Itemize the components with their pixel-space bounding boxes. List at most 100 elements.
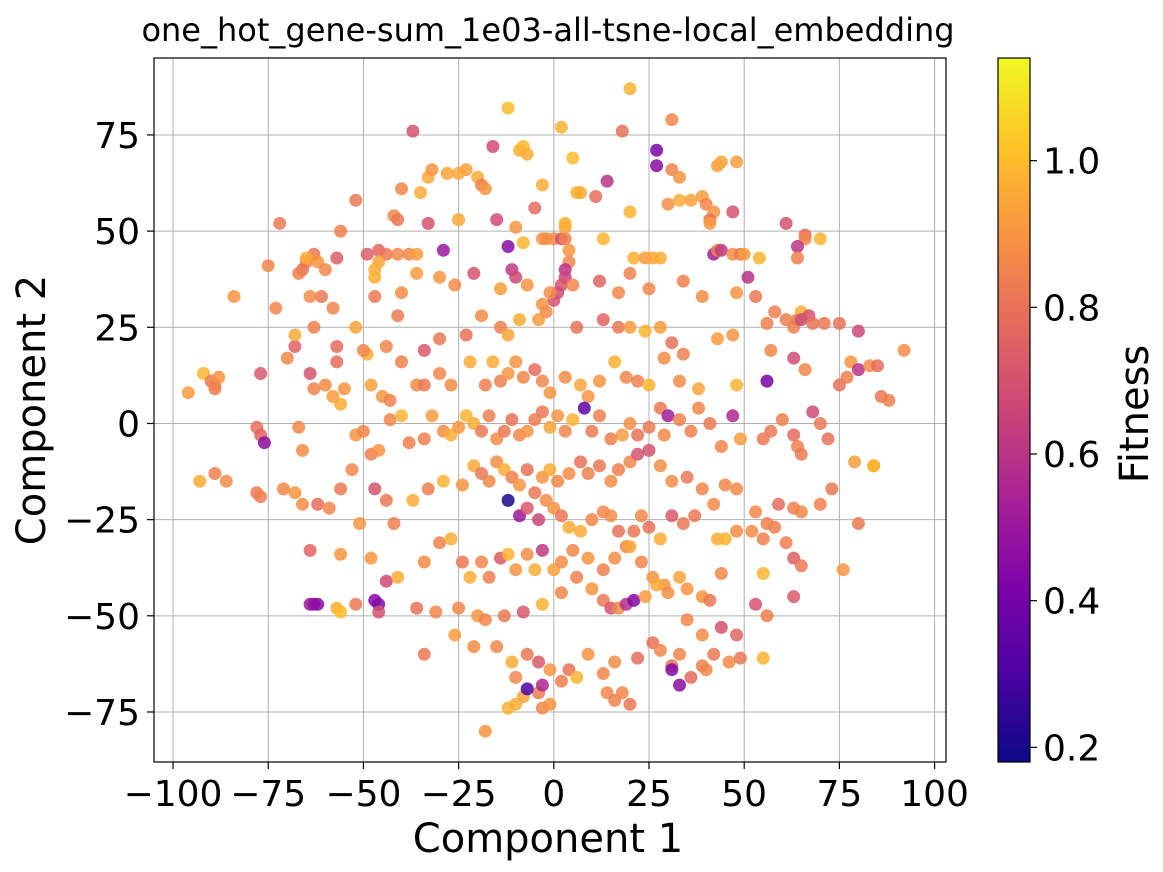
data-point xyxy=(623,697,637,711)
data-point xyxy=(825,482,839,496)
data-point xyxy=(714,155,728,169)
data-point xyxy=(490,213,504,227)
data-point xyxy=(623,82,637,96)
data-point xyxy=(779,313,793,327)
data-point xyxy=(303,543,317,557)
data-point xyxy=(269,301,283,315)
data-point xyxy=(673,647,686,661)
data-point xyxy=(535,178,549,192)
data-point xyxy=(448,278,462,292)
data-point xyxy=(417,432,431,446)
data-point xyxy=(726,205,740,219)
data-point xyxy=(650,578,664,592)
data-point xyxy=(623,417,637,430)
data-point xyxy=(558,424,572,438)
data-point xyxy=(448,628,462,642)
data-point xyxy=(714,567,728,580)
data-point xyxy=(779,536,793,550)
data-point xyxy=(821,432,835,446)
data-point xyxy=(642,520,656,534)
data-point xyxy=(296,497,309,511)
data-point xyxy=(501,328,515,342)
data-point xyxy=(509,670,523,684)
data-point xyxy=(657,351,671,365)
data-point xyxy=(817,316,831,330)
data-point xyxy=(406,493,420,507)
data-point xyxy=(871,359,884,373)
data-point xyxy=(528,563,542,577)
data-point xyxy=(794,447,808,461)
data-point xyxy=(726,409,740,423)
data-point xyxy=(334,397,348,411)
colorbar-tick-label: 0.8 xyxy=(1043,288,1100,329)
data-point xyxy=(631,374,645,388)
data-point xyxy=(730,482,744,496)
data-point xyxy=(593,409,606,423)
data-point xyxy=(596,232,610,246)
colorbar-tick-label: 1.0 xyxy=(1043,142,1100,183)
data-point xyxy=(806,405,820,419)
data-point xyxy=(391,309,405,323)
data-point xyxy=(756,567,770,580)
x-tick-label: −75 xyxy=(230,774,306,815)
data-point xyxy=(714,243,728,257)
data-point xyxy=(707,497,721,511)
data-point xyxy=(433,270,447,284)
data-point xyxy=(387,517,401,530)
data-point xyxy=(520,647,534,661)
data-point xyxy=(566,278,580,292)
data-point xyxy=(475,309,488,323)
data-point xyxy=(516,605,530,619)
data-point xyxy=(608,355,622,369)
data-point xyxy=(851,517,865,530)
data-point xyxy=(703,216,717,230)
data-point xyxy=(459,328,473,342)
data-point xyxy=(257,436,271,450)
data-point xyxy=(851,363,865,377)
data-point xyxy=(379,340,393,353)
data-point xyxy=(634,509,648,523)
data-point xyxy=(585,582,599,596)
data-point xyxy=(497,609,511,623)
data-point xyxy=(730,628,744,642)
data-point xyxy=(794,505,808,519)
data-point xyxy=(395,286,408,300)
data-point xyxy=(653,320,667,334)
data-point xyxy=(570,670,584,684)
data-point xyxy=(574,186,587,200)
data-point xyxy=(813,497,827,511)
data-point xyxy=(440,166,454,180)
data-point xyxy=(494,282,507,296)
data-point xyxy=(570,570,584,584)
data-point xyxy=(516,370,530,384)
data-point xyxy=(254,490,268,504)
data-point xyxy=(619,370,633,384)
data-point xyxy=(368,270,382,284)
data-point xyxy=(692,382,705,396)
data-point xyxy=(410,601,424,615)
data-point xyxy=(600,174,614,188)
data-point xyxy=(551,474,565,488)
data-point xyxy=(452,601,466,615)
data-point xyxy=(760,316,774,330)
data-point xyxy=(334,482,348,496)
data-point xyxy=(311,497,325,511)
data-point xyxy=(543,463,557,477)
data-point xyxy=(417,343,431,357)
data-point xyxy=(627,593,641,607)
data-point xyxy=(490,640,504,654)
data-point xyxy=(791,251,804,265)
colorbar-ticks: 0.2 0.4 0.6 0.8 1.0 xyxy=(1030,142,1100,769)
data-point xyxy=(543,286,557,300)
data-point xyxy=(726,328,740,342)
data-point xyxy=(391,247,405,261)
x-tick-label: 25 xyxy=(626,774,672,815)
data-point xyxy=(695,628,709,642)
y-tick-label: 50 xyxy=(94,212,140,253)
data-point xyxy=(372,605,386,619)
data-point xyxy=(353,517,367,530)
data-point xyxy=(395,409,408,423)
data-point xyxy=(334,224,348,238)
data-point xyxy=(436,243,450,257)
data-point xyxy=(212,370,226,384)
